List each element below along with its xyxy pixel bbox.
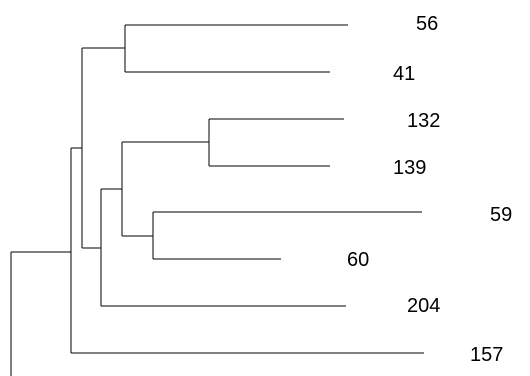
leaf-label-132: 132 [407, 110, 440, 132]
branches [10, 24, 424, 376]
leaf-label-157: 157 [470, 344, 503, 366]
leaf-labels: 56 41 132 139 59 60 204 157 [347, 13, 512, 366]
leaf-label-204: 204 [407, 295, 440, 317]
leaf-label-56: 56 [416, 13, 438, 35]
leaf-label-59: 59 [490, 204, 512, 226]
leaf-label-60: 60 [347, 249, 369, 271]
leaf-label-41: 41 [393, 63, 415, 85]
leaf-label-139: 139 [393, 157, 426, 179]
